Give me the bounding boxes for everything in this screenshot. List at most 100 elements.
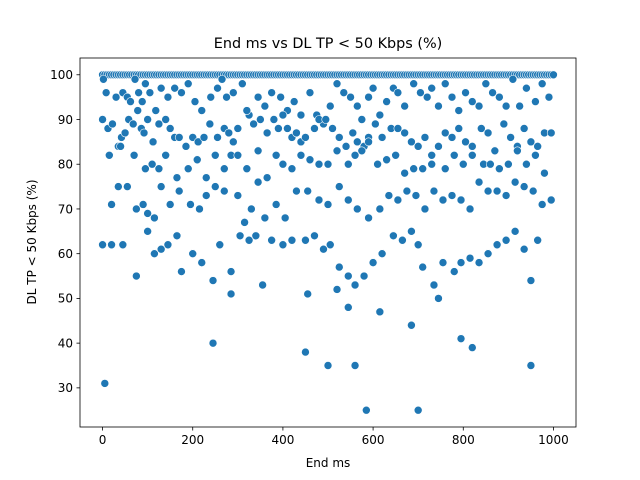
data-point xyxy=(177,267,186,276)
data-point xyxy=(486,159,495,169)
data-point xyxy=(249,119,258,129)
data-point xyxy=(210,150,220,160)
data-point xyxy=(492,186,502,196)
data-point xyxy=(229,88,238,97)
data-point xyxy=(219,186,229,196)
data-point xyxy=(506,133,515,142)
y-tick-label: 70 xyxy=(58,202,73,216)
data-point xyxy=(292,186,301,196)
data-point xyxy=(262,173,272,182)
data-point xyxy=(449,267,459,276)
data-point xyxy=(210,182,220,191)
data-point xyxy=(199,133,209,142)
data-point xyxy=(364,213,373,223)
data-point xyxy=(133,106,143,115)
data-point xyxy=(420,204,430,214)
data-point xyxy=(522,83,531,93)
data-point xyxy=(101,88,111,97)
data-point xyxy=(362,405,371,415)
data-point xyxy=(495,164,504,173)
data-point xyxy=(422,92,432,102)
data-point xyxy=(413,240,423,250)
data-point xyxy=(177,88,186,97)
data-point xyxy=(229,137,238,147)
data-point xyxy=(334,133,344,142)
data-point xyxy=(465,253,475,263)
data-point xyxy=(165,200,175,209)
data-point xyxy=(132,271,141,281)
data-point xyxy=(467,150,477,160)
data-point xyxy=(467,142,477,151)
data-point xyxy=(287,235,297,245)
data-point xyxy=(519,244,529,254)
data-point xyxy=(533,235,542,245)
x-tick-label: 200 xyxy=(181,433,204,447)
data-point xyxy=(183,164,193,173)
data-point xyxy=(348,128,358,138)
data-point xyxy=(170,83,179,93)
data-point xyxy=(427,150,437,160)
data-point xyxy=(456,195,466,205)
data-point xyxy=(407,227,416,236)
data-point xyxy=(343,195,353,205)
data-point xyxy=(143,115,152,124)
data-point xyxy=(188,249,198,258)
data-point xyxy=(99,74,108,84)
data-point xyxy=(262,128,272,138)
data-point xyxy=(407,320,416,330)
data-point xyxy=(411,191,421,200)
data-point xyxy=(319,244,328,254)
data-point xyxy=(440,164,450,173)
data-point xyxy=(434,142,443,151)
data-point xyxy=(274,124,283,133)
data-point xyxy=(461,137,470,147)
data-point xyxy=(540,168,549,178)
data-point xyxy=(217,74,227,84)
data-point xyxy=(377,133,387,142)
data-point xyxy=(400,101,409,111)
data-point xyxy=(111,92,121,102)
data-point xyxy=(438,195,448,205)
data-point xyxy=(510,177,520,187)
data-point xyxy=(323,361,333,370)
data-point xyxy=(123,182,132,191)
data-point xyxy=(233,124,243,133)
data-point xyxy=(492,240,502,250)
data-point xyxy=(138,200,148,209)
data-point xyxy=(190,97,200,106)
data-point xyxy=(278,110,288,120)
data-point xyxy=(156,182,166,191)
data-point xyxy=(427,159,437,169)
data-point xyxy=(98,115,107,124)
data-point xyxy=(501,101,511,111)
data-point xyxy=(382,97,391,106)
data-point xyxy=(310,124,319,133)
data-point xyxy=(292,128,301,138)
data-point xyxy=(339,88,349,97)
data-point xyxy=(238,79,247,89)
data-point xyxy=(418,164,427,173)
data-point xyxy=(132,204,141,214)
data-point xyxy=(364,92,373,102)
data-point xyxy=(334,182,344,191)
chart-title: End ms vs DL TP < 50 Kbps (%) xyxy=(214,36,443,52)
data-point xyxy=(186,200,195,209)
data-point xyxy=(332,79,342,89)
data-point xyxy=(215,240,225,250)
data-point xyxy=(145,88,155,97)
data-point xyxy=(233,150,243,160)
data-point xyxy=(429,280,439,290)
data-point xyxy=(418,262,427,272)
data-point xyxy=(205,119,215,129)
data-point xyxy=(544,92,554,102)
y-tick-label: 90 xyxy=(58,113,73,127)
data-point xyxy=(226,289,236,299)
data-point xyxy=(400,168,409,178)
data-point xyxy=(150,249,159,258)
data-point xyxy=(483,128,493,138)
y-tick-label: 40 xyxy=(58,336,73,350)
data-point xyxy=(172,173,182,182)
data-point xyxy=(258,280,267,290)
data-point xyxy=(289,97,299,106)
data-point xyxy=(413,405,423,415)
